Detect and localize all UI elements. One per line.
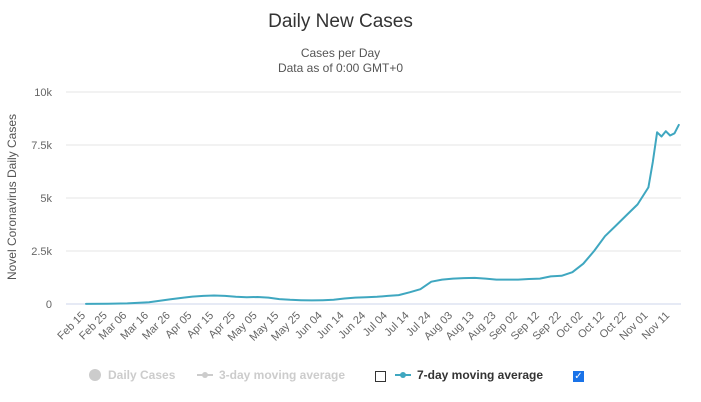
series-line-7-day-average[interactable] xyxy=(85,123,680,305)
legend-label-7-day-average: 7-day moving average xyxy=(417,368,544,382)
chart-title: Daily New Cases xyxy=(268,11,413,32)
checkbox-3-day-average[interactable] xyxy=(375,371,386,382)
y-tick-label: 10k xyxy=(34,87,52,99)
y-tick-label: 7.5k xyxy=(31,140,52,152)
line-marker-icon xyxy=(395,372,411,378)
legend-item-7-day-average[interactable]: 7-day moving average xyxy=(395,368,543,382)
chart-subtitle-line-2: Data as of 0:00 GMT+0 xyxy=(277,61,404,75)
line-marker-icon xyxy=(197,372,213,378)
checkbox-7-day-average[interactable]: ✓ xyxy=(573,371,584,382)
y-axis-label: Novel Coronavirus Daily Cases xyxy=(5,114,19,280)
chart-subtitle-line-1: Cases per Day xyxy=(300,46,381,60)
circle-marker-icon xyxy=(89,369,101,381)
y-tick-label: 0 xyxy=(46,299,52,311)
y-tick-label: 2.5k xyxy=(31,246,52,258)
legend-item-3-day-average[interactable]: 3-day moving average xyxy=(197,368,345,382)
legend-item-daily-cases[interactable]: Daily Cases xyxy=(88,368,175,382)
y-tick-label: 5k xyxy=(40,193,52,205)
legend-label-3-day-average: 3-day moving average xyxy=(219,368,346,382)
legend-label-daily-cases: Daily Cases xyxy=(108,368,176,382)
